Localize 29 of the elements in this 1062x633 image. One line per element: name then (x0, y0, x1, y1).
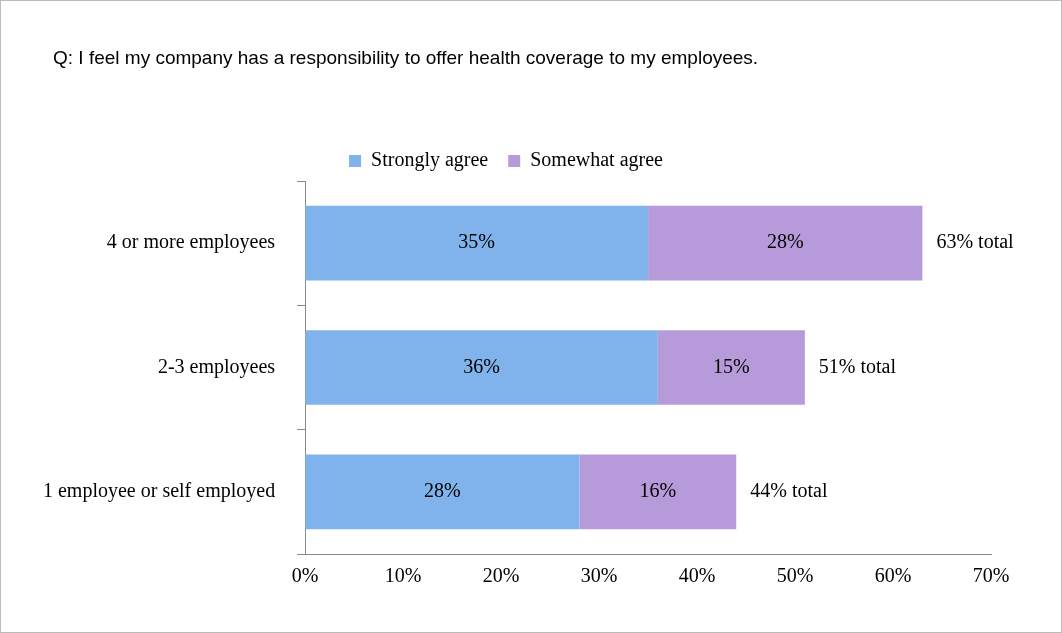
x-tick-label: 60% (874, 564, 912, 587)
data-label: 15% (713, 354, 750, 377)
x-tick-label: 40% (678, 564, 716, 587)
bar (579, 454, 737, 530)
total-label: 51% total (818, 354, 897, 377)
total-label: 44% total (750, 479, 828, 502)
y-tick-label: 1 employee or self employed (42, 479, 276, 503)
data-label: 28% (766, 230, 804, 253)
x-tick-label: 10% (384, 564, 422, 587)
legend-label: Strongly agree (371, 148, 489, 172)
data-label: 36% (463, 354, 500, 377)
bar (657, 330, 805, 405)
y-tick-label: 4 or more employees (106, 230, 276, 254)
bar (305, 205, 649, 281)
y-tick-label: 2-3 employees (157, 354, 276, 378)
bar (648, 205, 923, 281)
x-tick-label: 20% (482, 564, 520, 587)
bar (305, 330, 658, 405)
data-label: 35% (458, 230, 495, 253)
bar (305, 454, 580, 530)
data-label: 28% (423, 479, 461, 502)
x-tick-label: 0% (291, 564, 319, 587)
x-tick-label: 70% (972, 564, 1010, 587)
data-label: 16% (639, 479, 677, 502)
x-tick-label: 50% (776, 564, 814, 587)
total-label: 63% total (936, 230, 1015, 253)
x-tick-label: 30% (580, 564, 618, 587)
legend-label: Somewhat agree (530, 148, 664, 172)
chart-title: Q: I feel my company has a responsibility to offer health coverage to my employees. (53, 47, 759, 69)
